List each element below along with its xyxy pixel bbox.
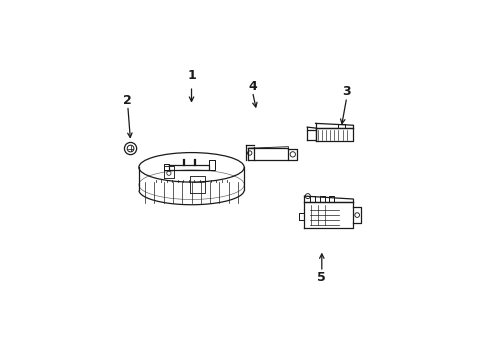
Text: 5: 5 [318,271,326,284]
Text: 3: 3 [343,85,351,98]
Text: 1: 1 [187,68,196,82]
Text: 4: 4 [248,80,257,93]
Text: 2: 2 [123,94,132,107]
